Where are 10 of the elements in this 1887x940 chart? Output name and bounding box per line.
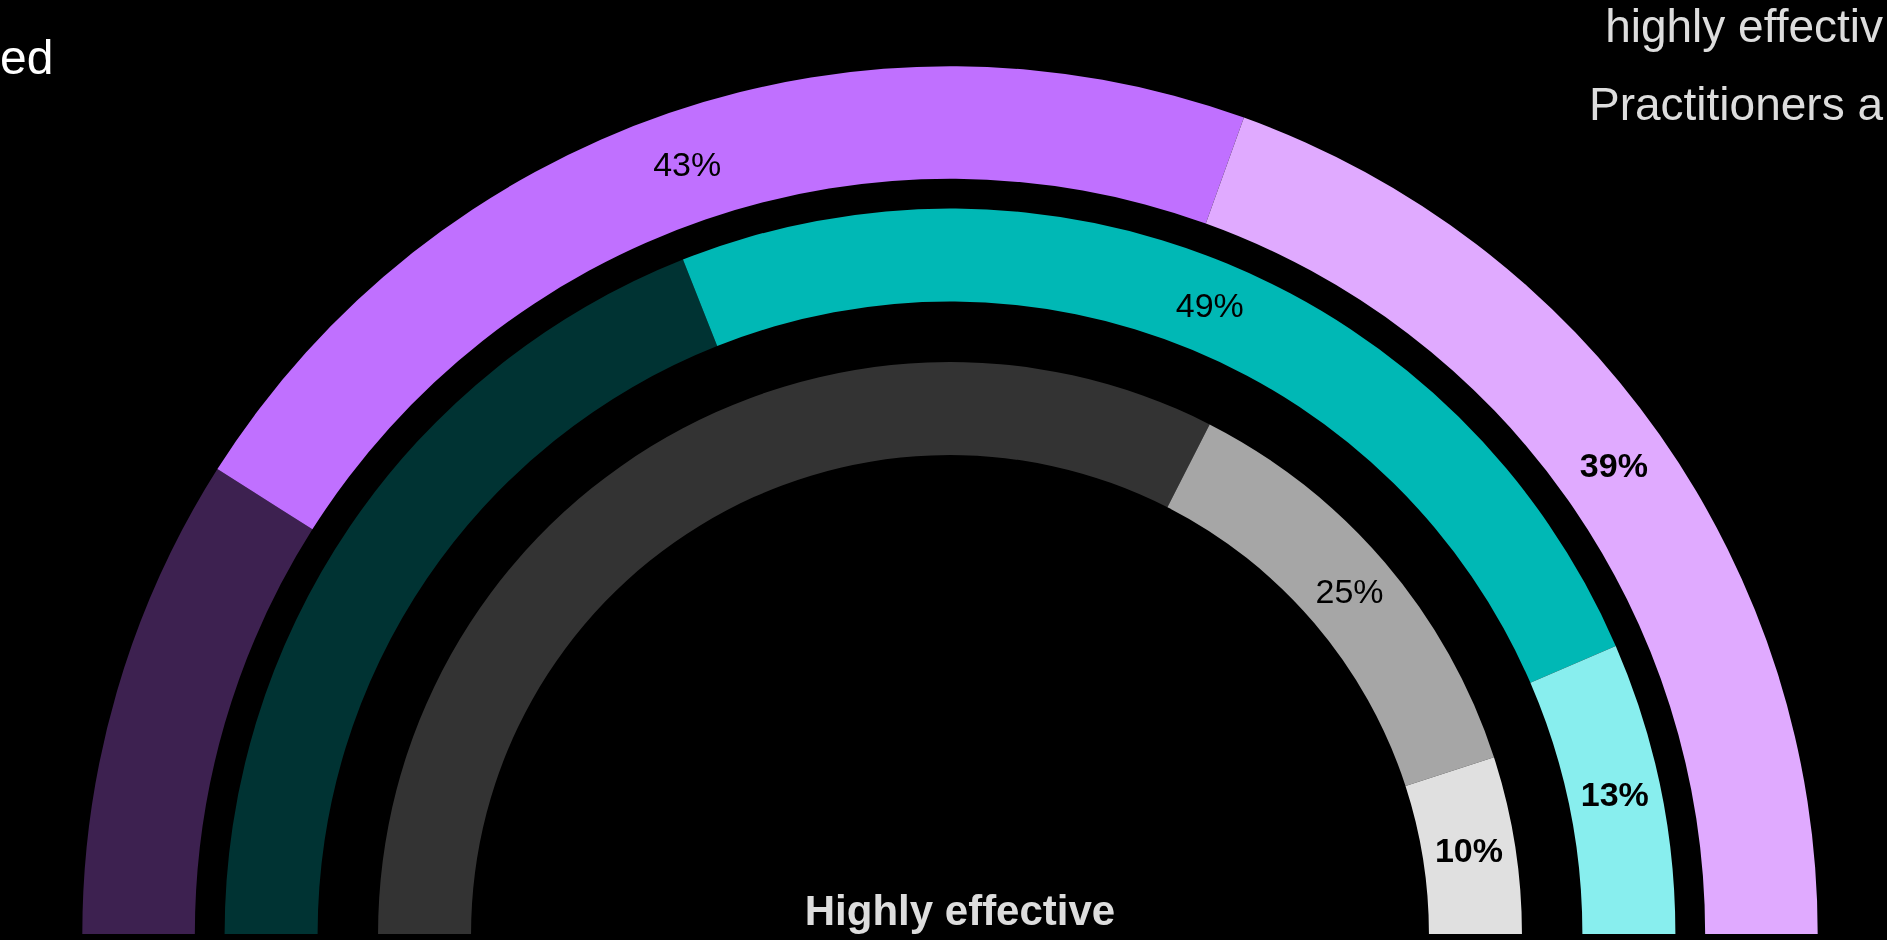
data-label: 13%	[1580, 775, 1649, 814]
text: Practitioners a	[1588, 78, 1884, 130]
data-label: 43%	[653, 145, 722, 184]
data-label: 25%	[1315, 571, 1384, 610]
data-label: 49%	[1175, 285, 1244, 324]
data-label: 39%	[1579, 446, 1648, 485]
text: ed	[0, 31, 54, 84]
text: Highly effective	[804, 887, 1116, 934]
data-label: 10%	[1434, 830, 1504, 869]
text: highly effectiv	[1605, 0, 1883, 52]
